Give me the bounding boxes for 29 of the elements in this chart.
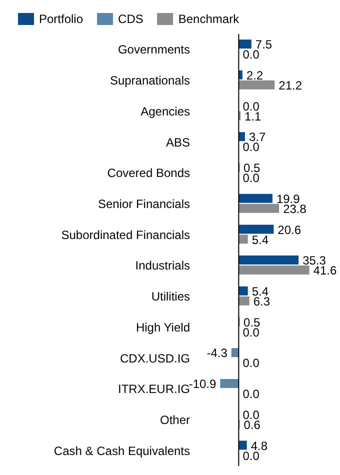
y-tick-label: Senior Financials xyxy=(98,196,190,211)
data-label: 0.0 xyxy=(242,48,260,62)
data-label: 0.0 xyxy=(242,140,260,154)
data-label: 41.6 xyxy=(313,264,337,278)
y-tick-label: ABS xyxy=(166,135,190,150)
y-tick-label: Utilities xyxy=(151,290,190,304)
legend-label: Benchmark xyxy=(178,12,240,26)
data-label: -10.9 xyxy=(188,377,217,392)
data-label: 5.4 xyxy=(252,232,269,247)
y-tick-label: Subordinated Financials xyxy=(61,228,190,242)
data-label: 0.0 xyxy=(242,356,260,370)
data-label: 21.2 xyxy=(278,78,302,92)
data-label: 0.0 xyxy=(242,171,260,186)
y-tick-label: ITRX.EUR.IG xyxy=(118,382,190,396)
legend-label: CDS xyxy=(118,12,144,26)
data-label: -4.3 xyxy=(206,346,228,360)
y-tick-label: Covered Bonds xyxy=(107,166,190,180)
data-label: 0.0 xyxy=(242,387,260,402)
data-label: 20.6 xyxy=(278,222,302,237)
legend-label: Portfolio xyxy=(39,12,84,26)
y-tick-label: CDX.USD.IG xyxy=(120,351,190,366)
y-tick-label: High Yield xyxy=(136,320,190,334)
y-tick-label: Industrials xyxy=(135,258,190,273)
y-tick-label: Cash & Cash Equivalents xyxy=(54,444,190,458)
y-tick-label: Governments xyxy=(118,42,190,57)
data-label: 2.2 xyxy=(246,68,264,82)
y-tick-label: Agencies xyxy=(140,104,190,118)
y-tick-label: Other xyxy=(160,412,190,427)
y-tick-label: Supranationals xyxy=(110,74,190,88)
